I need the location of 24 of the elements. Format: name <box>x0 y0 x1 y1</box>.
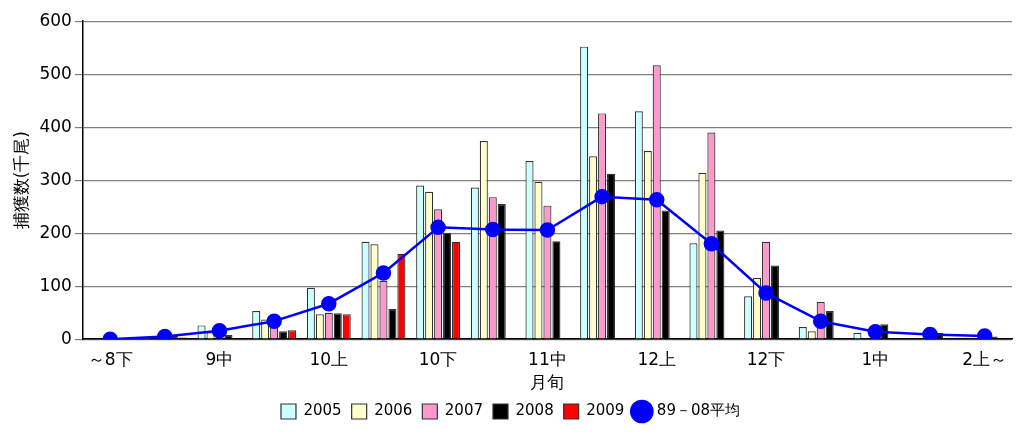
y-tick-label: 200 <box>39 221 72 242</box>
y-tick-label: 400 <box>39 115 72 136</box>
x-tick-label: 11中 <box>528 348 567 369</box>
y-tick-label: 0 <box>61 327 72 348</box>
y-tick-label: 500 <box>39 62 72 83</box>
y-tick-label: 100 <box>39 274 72 295</box>
y-tick-label: 600 <box>39 9 72 30</box>
y-axis-title: 捕獲数(千尾) <box>10 131 31 230</box>
x-axis-title: 月旬 <box>530 372 565 393</box>
legend-label: 2008 <box>515 401 554 420</box>
x-tick-label: 10下 <box>418 348 458 369</box>
x-tick-label: 10上 <box>309 348 349 369</box>
y-tick-label: 300 <box>39 168 72 189</box>
x-tick-label: 2上～ <box>962 348 1008 369</box>
x-tick-label: 9中 <box>205 348 234 369</box>
legend-label: 89－08平均 <box>656 401 741 420</box>
legend-label: 2007 <box>444 401 484 420</box>
x-tick-label: 12下 <box>746 348 786 369</box>
legend-label: 2005 <box>303 401 342 420</box>
x-tick-label: 12上 <box>637 348 677 369</box>
legend-label: 2009 <box>586 401 625 420</box>
legend-label: 2006 <box>374 401 413 420</box>
x-tick-label: 1中 <box>861 348 890 369</box>
x-tick-label: ～8下 <box>87 348 133 369</box>
